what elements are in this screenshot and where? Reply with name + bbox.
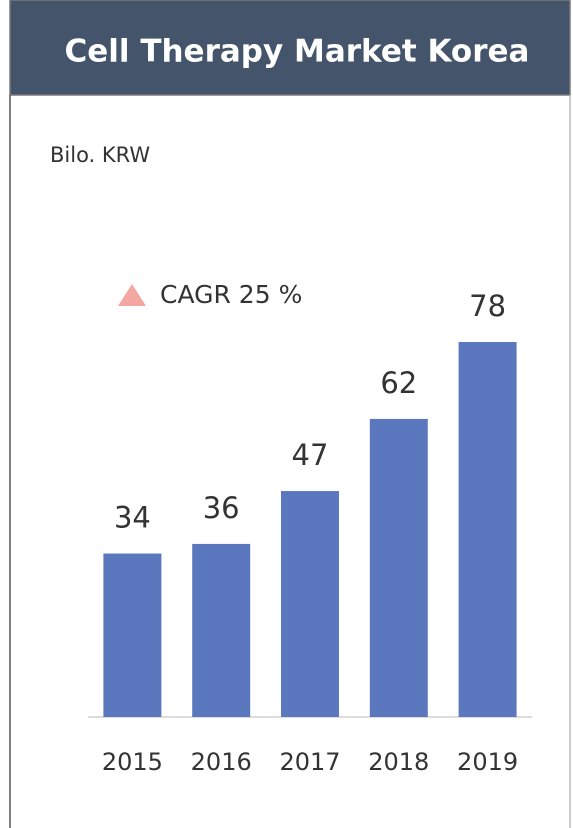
bar xyxy=(458,342,517,717)
x-tick-label: 2019 xyxy=(457,748,518,776)
subtitle: Bilo. KRW xyxy=(50,143,150,167)
x-tick-label: 2017 xyxy=(279,748,340,776)
bar xyxy=(103,553,162,717)
x-tick-label: 2016 xyxy=(191,748,252,776)
cagr-icon xyxy=(118,284,146,306)
value-label: 62 xyxy=(380,366,417,400)
value-label: 34 xyxy=(114,501,151,535)
value-label: 78 xyxy=(469,289,506,323)
x-tick-label: 2015 xyxy=(102,748,163,776)
bar xyxy=(192,543,251,717)
annotation: CAGR 25 % xyxy=(160,280,302,309)
bar xyxy=(369,418,428,717)
header xyxy=(9,0,571,96)
bar xyxy=(281,491,339,717)
chart-title: Cell Therapy Market Korea xyxy=(65,34,530,70)
value-label: 36 xyxy=(203,491,240,525)
value-label: 47 xyxy=(292,438,329,472)
x-tick-label: 2018 xyxy=(368,748,429,776)
